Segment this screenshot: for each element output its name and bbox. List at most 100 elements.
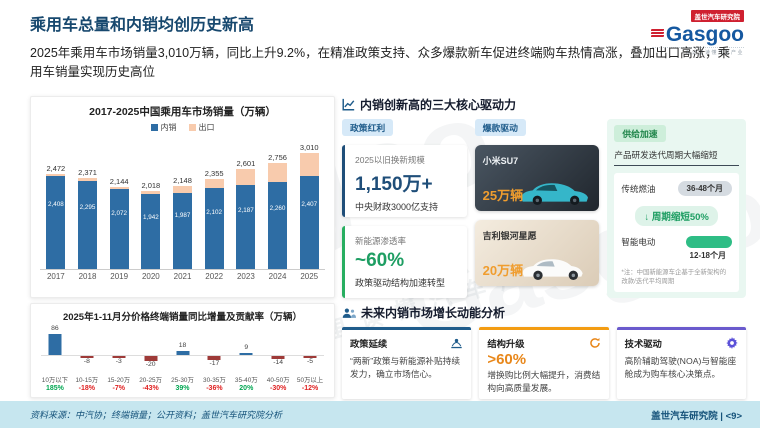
stat-label: 2025以旧换新规模 — [355, 155, 425, 165]
stacked-bar-2019: 2,144 2,072 — [103, 177, 135, 269]
x-tick-label: 2025 — [300, 272, 319, 281]
chart1-title: 2017-2025中国乘用车市场销量（万辆） — [89, 106, 276, 118]
delta-bar-50万以上: -5 — [294, 325, 326, 375]
policy-badge: 政策红利 — [342, 119, 394, 136]
export-bar-segment — [268, 163, 288, 183]
stacked-bar-2024: 2,756 2,260 — [262, 153, 294, 269]
x-tick-label: 25-30万 — [171, 377, 194, 384]
stacked-bar-2021: 2,148 1,987 — [167, 176, 199, 269]
hatchback-car-icon — [523, 259, 584, 280]
hit-models-badge: 爆款驱动 — [474, 119, 526, 136]
bar-value-label: -8 — [83, 357, 90, 365]
stat-desc: 中央财政3000亿支持 — [355, 202, 439, 212]
supply-footnote: *注：中国新能源车企基于全新架构的改款/迭代平均周期 — [621, 269, 727, 285]
domestic-bar-segment: 2,295 — [78, 180, 97, 269]
contribution-rate-label: 20% — [239, 385, 254, 392]
domestic-value-label: 1,987 — [174, 212, 191, 220]
export-bar-segment — [204, 178, 224, 189]
contribution-rate-label: -18% — [78, 385, 95, 392]
domestic-value-label: 2,072 — [111, 210, 128, 218]
structure-upgrade-card: 结构升级 >60% 增换购比例大幅提升，消费结构向高质量发展。 — [479, 327, 609, 399]
ev-cycle-value: 12-18个月 — [689, 251, 727, 260]
positive-bar — [176, 350, 189, 355]
negative-bar — [303, 356, 317, 358]
total-label: 2,756 — [268, 153, 287, 163]
export-bar-segment — [141, 191, 161, 195]
contribution-rate-label: -30% — [270, 385, 287, 392]
policy-continuation-card: 政策延续 “两新”政策与新能源补贴持续发力，确立市场信心。 — [342, 327, 472, 399]
logo-badge: 盖世汽车研究院 — [690, 10, 744, 22]
future-section-title: 未来内销市场增长动能分析 — [361, 306, 506, 320]
x-tick-label: 35-40万 — [234, 377, 258, 384]
delta-bar-10万以下: 86 — [39, 325, 71, 375]
delta-bar-30-35万: -17 — [198, 325, 230, 375]
chart2-title: 2025年1-11月分价格终端销量同比增量及贡献率（万辆） — [62, 312, 303, 323]
bar-value-label: -5 — [307, 357, 314, 365]
slide-summary-text: 2025年乘用车市场销量3,010万辆，同比上升9.2%，在精准政策支持、众多爆… — [30, 46, 731, 80]
delta-bar-15-20万: -3 — [103, 325, 135, 375]
domestic-value-label: 1,942 — [142, 213, 159, 221]
export-bar-segment — [46, 174, 66, 177]
policy-dividend-column: 政策红利 2025以旧换新规模 1,150万+ 中央财政3000亿支持 新能源渗… — [342, 119, 467, 298]
fcard-body: 高阶辅助驾驶(NOA)与智能座舱成为购车核心决策点。 — [624, 356, 737, 379]
chart2-zero-line — [41, 355, 324, 356]
legend-item: 内销 — [150, 122, 177, 133]
drivers-section-header: 内销创新高的三大核心驱动力 — [342, 96, 746, 113]
export-bar-segment — [173, 186, 193, 193]
domestic-value-label: 2,295 — [79, 203, 96, 211]
stacked-bar-2017: 2,472 2,408 — [40, 164, 72, 269]
ev-cycle-bar — [686, 236, 733, 248]
passenger-sales-chart-card: 2017-2025中国乘用车市场销量（万辆） 内销 出口 2,472 2,408 2,… — [30, 96, 335, 298]
stacked-bar-2023: 2,601 2,187 — [230, 159, 262, 269]
drivers-section: 内销创新高的三大核心驱动力 政策红利 2025以旧换新规模 1,150万+ 中央… — [342, 96, 747, 300]
export-bar-segment — [299, 153, 319, 177]
total-label: 2,148 — [173, 176, 192, 186]
contribution-rate-label: -43% — [142, 385, 159, 392]
domestic-bar-segment: 1,942 — [141, 194, 161, 269]
delta-bar-20-25万: -20 — [135, 325, 167, 375]
fcard-body: “两新”政策与新能源补贴持续发力，确立市场信心。 — [350, 356, 461, 379]
fcard-title: 结构升级 — [487, 339, 525, 349]
supply-subtitle: 产品研发迭代周期大幅缩短 — [614, 149, 740, 166]
bar-value-label: -3 — [115, 357, 122, 365]
bar-value-label: 18 — [178, 341, 187, 349]
stat-desc: 政策驱动结构加速转型 — [355, 278, 446, 288]
hand-support-icon — [451, 338, 463, 348]
people-icon — [342, 308, 356, 318]
technology-driven-card: 技术驱动 高阶辅助驾驶(NOA)与智能座舱成为购车核心决策点。 — [616, 327, 746, 399]
positive-bar — [48, 334, 62, 355]
total-label: 2,601 — [236, 159, 256, 169]
domestic-bar-segment: 2,102 — [204, 188, 224, 269]
bar-value-label: -14 — [273, 359, 284, 367]
x-tick-label: 15-20万 — [107, 377, 131, 384]
price-band-chart-card: 2025年1-11月分价格终端销量同比增量及贡献率（万辆） 86 -8 -3 -20 1… — [30, 303, 335, 398]
domestic-bar-segment: 2,187 — [236, 184, 256, 269]
legend-item: 出口 — [188, 122, 215, 133]
delta-bar-25-30万: 18 — [167, 325, 199, 375]
chart1-plot-area: 2,472 2,408 2,371 2,295 2,144 2,072 2,018 1,942… — [40, 136, 325, 270]
domestic-bar-segment: 2,407 — [299, 176, 319, 269]
trade-in-stat-card: 2025以旧换新规模 1,150万+ 中央财政3000亿支持 — [342, 145, 467, 217]
hit-models-column: 爆款驱动 小米SU7 25万辆 — [474, 119, 600, 298]
x-tick-label: 2023 — [236, 272, 255, 281]
fuel-cycle-pill: 36-48个月 — [677, 181, 733, 196]
stat-value: ~60% — [355, 250, 405, 271]
logo-wordmark: Gasgoo — [651, 23, 744, 46]
bar-value-label: 86 — [51, 325, 59, 333]
x-tick-label: 2021 — [173, 272, 192, 281]
bar-value-label: -17 — [209, 360, 220, 368]
logo-tagline: 在这里读懂汽车产业 — [652, 47, 744, 56]
car-name: 小米SU7 — [482, 156, 519, 166]
page-title: 乘用车总量和内销均创历史新高 — [30, 17, 255, 34]
domestic-bar-segment: 1,987 — [173, 192, 193, 269]
total-label: 2,355 — [204, 168, 224, 178]
negative-bar — [144, 356, 158, 361]
stacked-bar-2018: 2,371 2,295 — [72, 168, 104, 269]
logo-stripes-icon — [651, 29, 664, 40]
x-tick-label: 2017 — [46, 272, 65, 281]
stacked-bar-2022: 2,355 2,102 — [198, 168, 230, 269]
chart1-legend: 内销 出口 — [40, 122, 325, 133]
domestic-bar-segment: 2,072 — [109, 189, 129, 269]
positive-bar — [239, 352, 253, 355]
